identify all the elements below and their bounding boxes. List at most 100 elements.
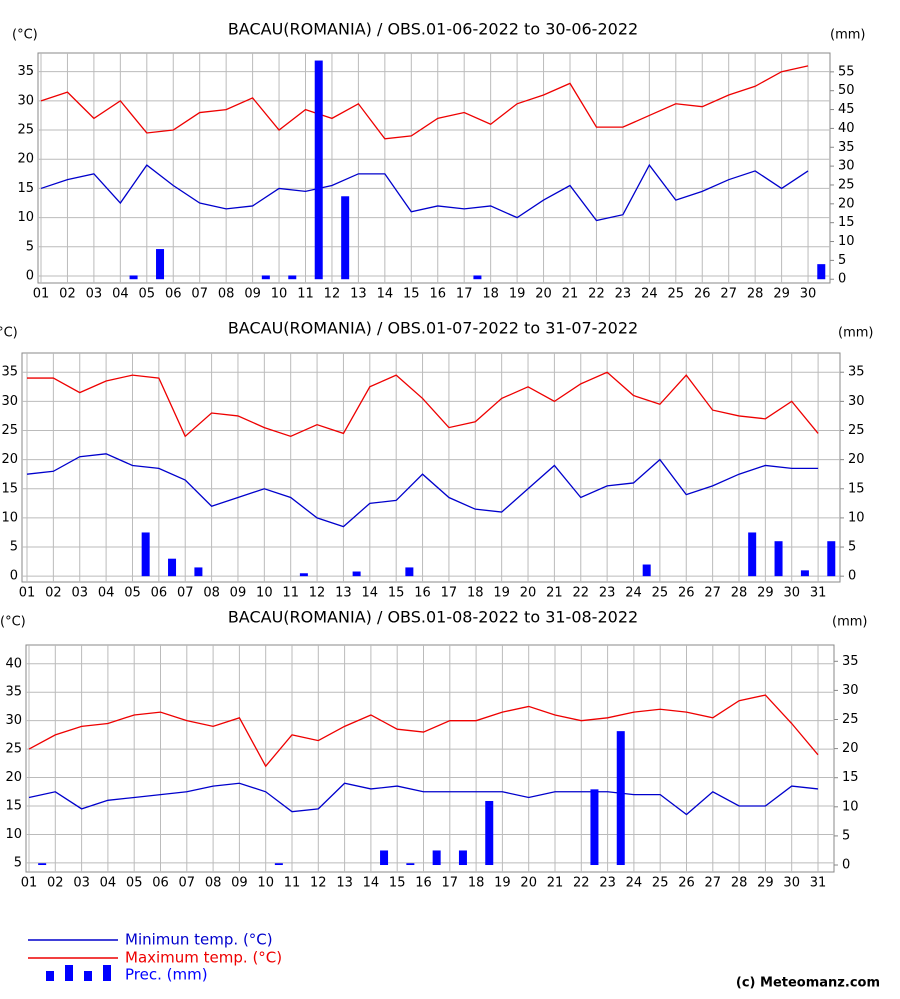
y2-tick-label: 20 — [848, 452, 865, 467]
x-tick-label: 26 — [678, 876, 695, 891]
x-tick-label: 28 — [747, 287, 764, 302]
x-tick-label: 09 — [244, 287, 261, 302]
precip-bar — [129, 275, 138, 280]
x-tick-label: 17 — [441, 586, 458, 601]
precip-bar — [38, 863, 47, 866]
x-tick-label: 06 — [152, 876, 169, 891]
legend-swatch — [84, 971, 92, 981]
x-tick-label: 13 — [335, 586, 352, 601]
y2-tick-label: 5 — [838, 253, 846, 268]
x-tick-label: 12 — [309, 586, 326, 601]
y2-tick-label: 25 — [848, 423, 865, 438]
precip-bar — [748, 532, 757, 577]
x-tick-label: 02 — [45, 586, 62, 601]
x-tick-label: 14 — [377, 287, 394, 302]
precip-bar — [156, 249, 165, 280]
precip-bar — [288, 275, 297, 280]
x-tick-label: 03 — [71, 586, 88, 601]
x-tick-label: 30 — [783, 876, 800, 891]
temp-line — [40, 65, 809, 140]
y2-tick-label: 35 — [838, 140, 855, 155]
x-tick-label: 16 — [429, 287, 446, 302]
x-tick-label: 03 — [86, 287, 103, 302]
y2-tick-label: 15 — [842, 770, 859, 785]
x-tick-label: 05 — [126, 876, 143, 891]
y-tick-label: 30 — [17, 93, 34, 108]
y-tick-label: 25 — [1, 423, 18, 438]
x-tick-label: 19 — [494, 876, 511, 891]
plot-area — [21, 352, 841, 583]
x-tick-label: 23 — [599, 876, 616, 891]
x-tick-label: 31 — [810, 586, 827, 601]
y2-tick-label: 10 — [838, 234, 855, 249]
legend-label: Prec. (mm) — [125, 966, 208, 984]
x-tick-label: 01 — [33, 287, 50, 302]
x-tick-label: 22 — [573, 876, 590, 891]
precip-bar — [485, 800, 494, 866]
x-tick-label: 08 — [203, 586, 220, 601]
x-tick-label: 07 — [179, 876, 196, 891]
x-tick-label: 07 — [177, 586, 194, 601]
y2-tick-label: 55 — [838, 64, 855, 79]
x-tick-label: 25 — [652, 586, 669, 601]
y-tick-label: 25 — [17, 123, 34, 138]
x-tick-label: 11 — [282, 586, 299, 601]
temp-line — [28, 694, 819, 768]
precip-bar — [314, 60, 323, 280]
y-axis-label: (°C) — [0, 326, 18, 341]
x-tick-label: 28 — [731, 586, 748, 601]
x-tick-label: 16 — [414, 586, 431, 601]
precip-bar — [827, 541, 836, 577]
y2-tick-label: 15 — [848, 481, 865, 496]
x-tick-label: 30 — [783, 586, 800, 601]
x-tick-label: 18 — [482, 287, 499, 302]
x-tick-label: 15 — [403, 287, 420, 302]
x-tick-label: 24 — [641, 287, 658, 302]
x-tick-label: 25 — [652, 876, 669, 891]
x-tick-label: 08 — [218, 287, 235, 302]
x-tick-label: 11 — [284, 876, 301, 891]
x-tick-label: 13 — [350, 287, 367, 302]
x-tick-label: 06 — [151, 586, 168, 601]
x-tick-label: 10 — [271, 287, 288, 302]
x-tick-label: 22 — [588, 287, 605, 302]
x-tick-label: 15 — [388, 586, 405, 601]
x-tick-label: 01 — [21, 876, 38, 891]
precip-bar — [341, 196, 350, 280]
y-tick-label: 25 — [5, 742, 22, 757]
x-tick-label: 15 — [389, 876, 406, 891]
x-tick-label: 19 — [493, 586, 510, 601]
y-axis-label: (°C) — [12, 28, 38, 43]
temp-line — [27, 371, 819, 438]
y-tick-label: 40 — [5, 656, 22, 671]
temp-line — [26, 453, 819, 528]
precip-bar — [406, 863, 415, 866]
precip-bar — [800, 570, 809, 577]
legend-swatch — [65, 965, 73, 981]
precip-bar — [616, 731, 625, 866]
x-tick-label: 20 — [520, 876, 537, 891]
y-tick-label: 20 — [17, 152, 34, 167]
x-tick-label: 12 — [310, 876, 327, 891]
y2-tick-label: 45 — [838, 102, 855, 117]
legend-swatch — [46, 971, 54, 981]
x-tick-label: 24 — [626, 876, 643, 891]
y-tick-label: 5 — [14, 855, 22, 870]
x-tick-label: 10 — [257, 876, 274, 891]
x-tick-label: 14 — [363, 876, 380, 891]
chart-title: BACAU(ROMANIA) / OBS.01-08-2022 to 31-08… — [228, 608, 638, 627]
precip-bar — [817, 264, 826, 280]
x-tick-label: 29 — [757, 876, 774, 891]
x-tick-label: 04 — [112, 287, 129, 302]
x-tick-label: 08 — [205, 876, 222, 891]
x-tick-label: 22 — [572, 586, 589, 601]
y-tick-label: 0 — [26, 268, 34, 283]
credit: (c) Meteomanz.com — [736, 976, 880, 991]
x-tick-label: 29 — [757, 586, 774, 601]
chart-title: BACAU(ROMANIA) / OBS.01-06-2022 to 30-06… — [228, 20, 638, 39]
y-tick-label: 15 — [5, 799, 22, 814]
y-tick-label: 30 — [1, 394, 18, 409]
x-tick-label: 19 — [509, 287, 526, 302]
x-tick-label: 27 — [720, 287, 737, 302]
y-axis-label: (°C) — [0, 615, 26, 630]
